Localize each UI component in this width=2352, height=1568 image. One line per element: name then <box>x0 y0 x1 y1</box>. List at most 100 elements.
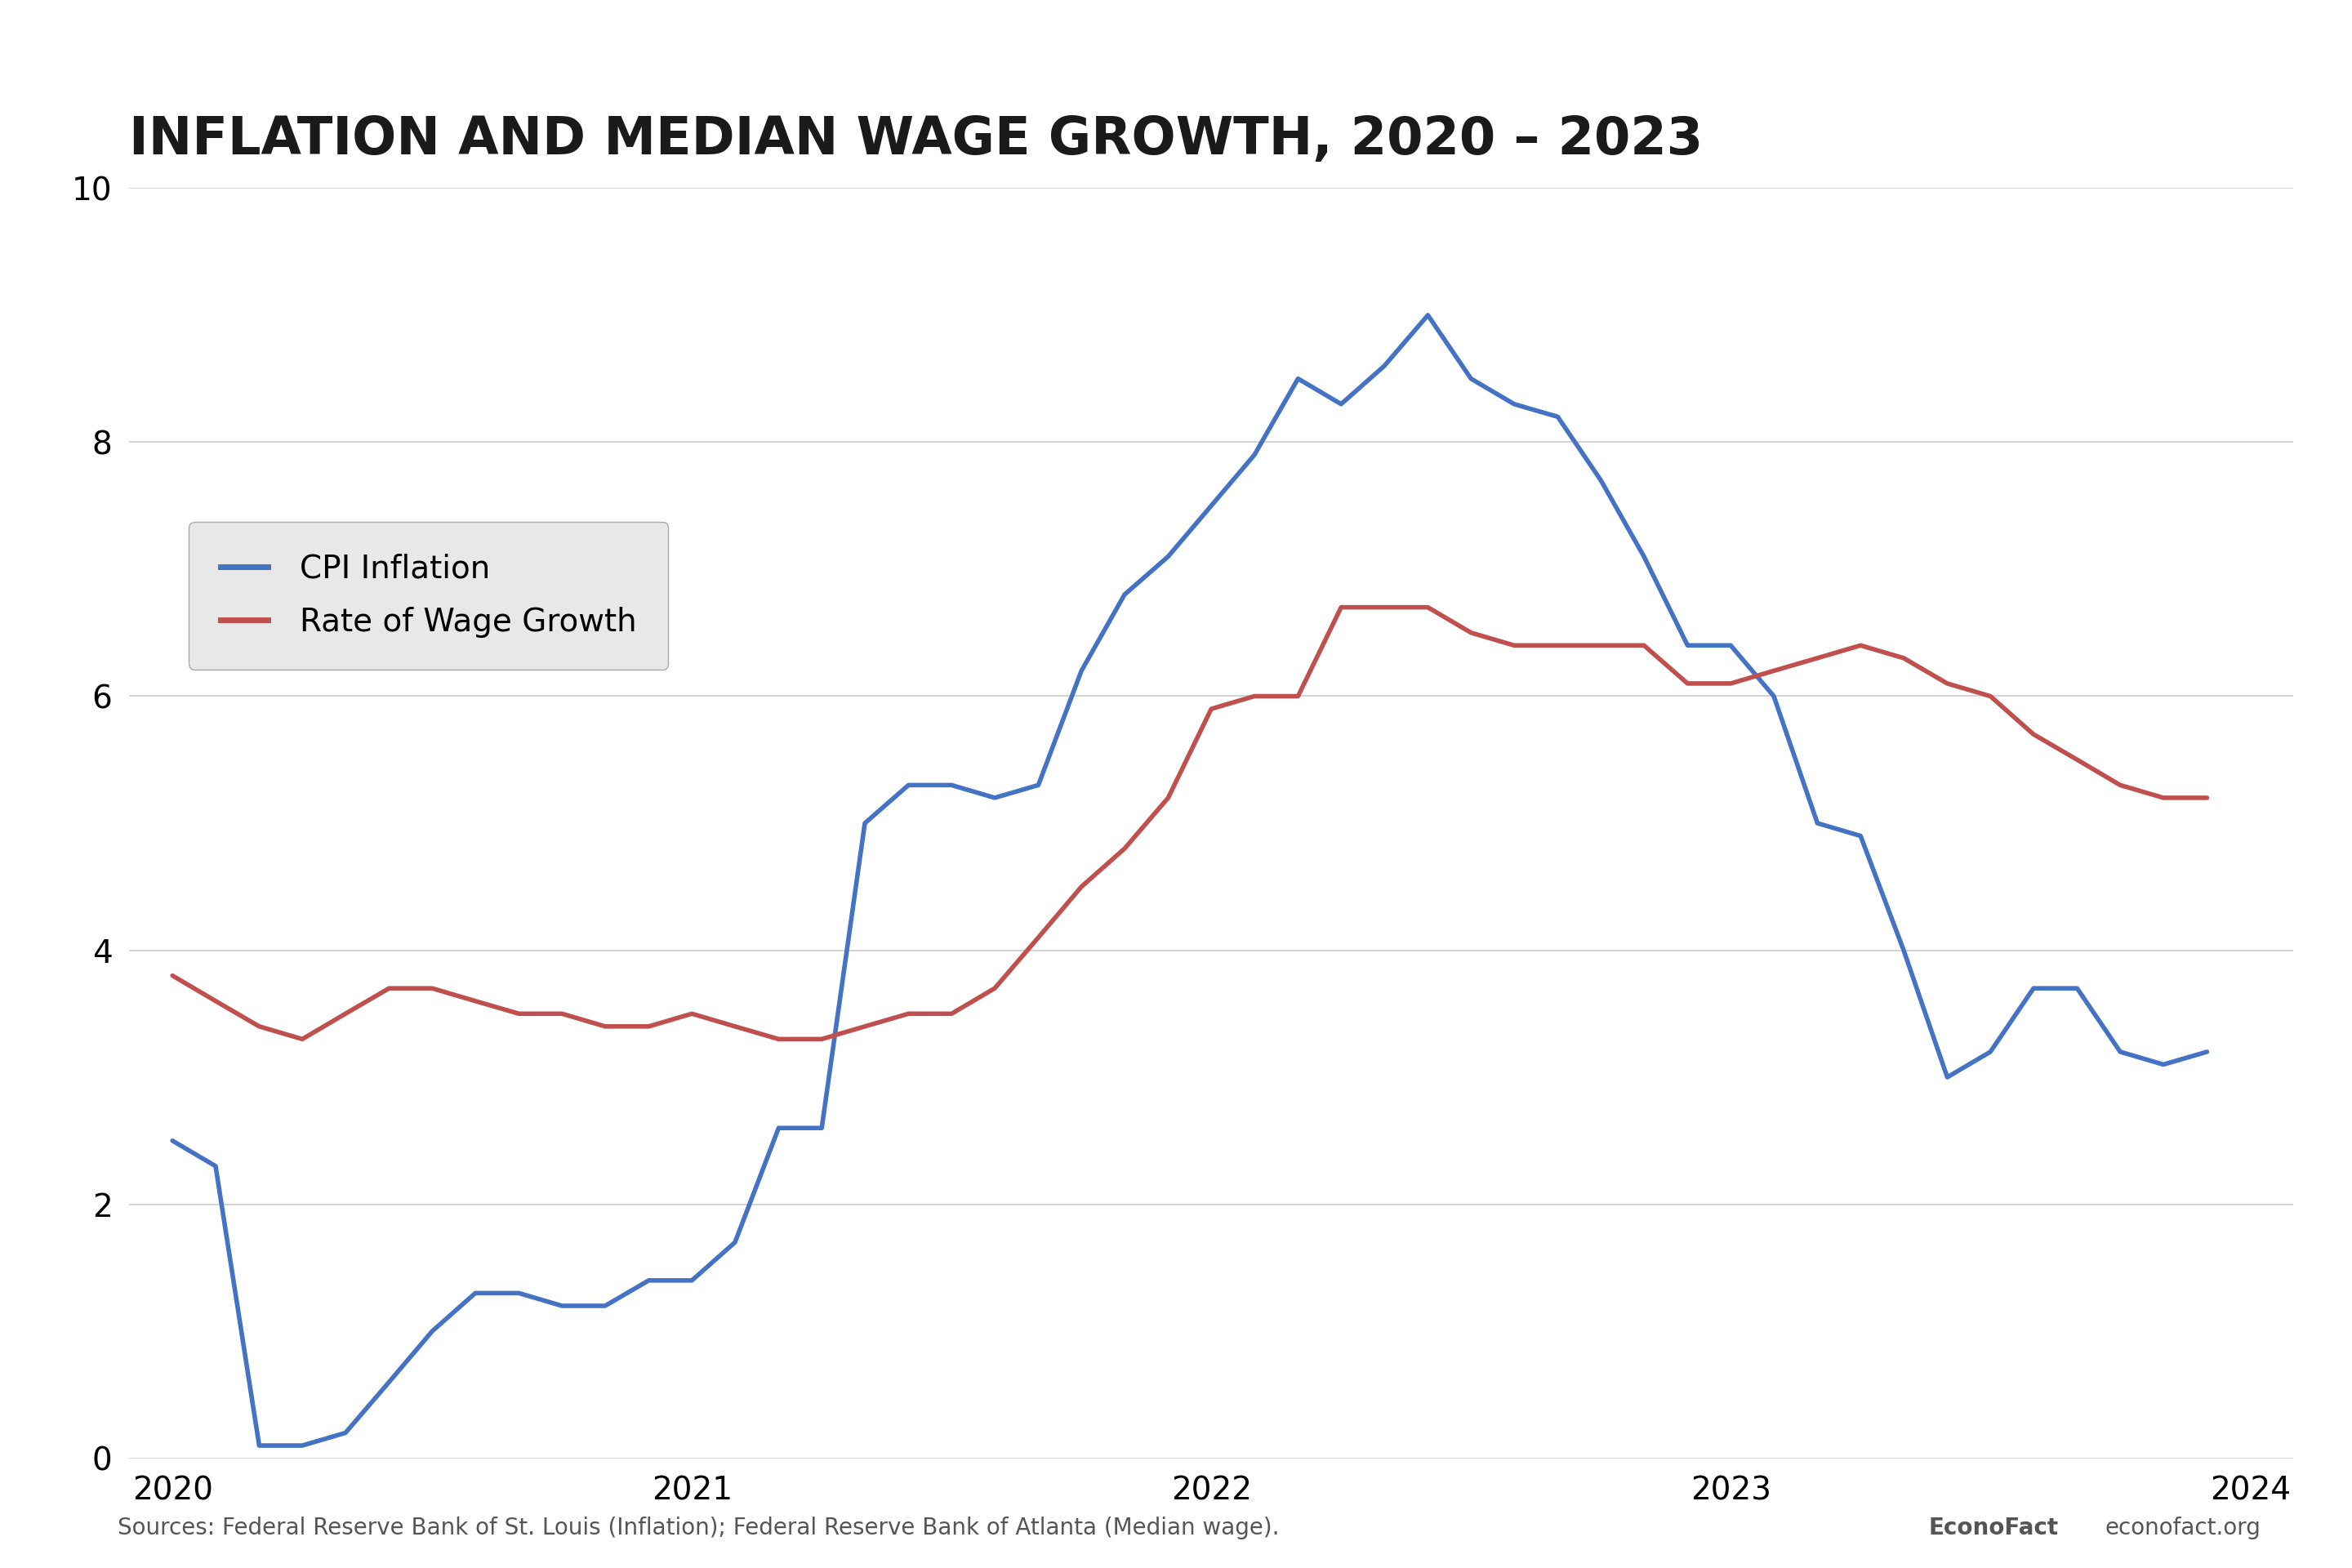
CPI Inflation <box>1630 547 1658 566</box>
Rate of Wage Growth <box>1023 928 1051 947</box>
CPI Inflation <box>1588 470 1616 489</box>
Rate of Wage Growth <box>1588 637 1616 655</box>
Rate of Wage Growth <box>158 966 186 985</box>
CPI Inflation <box>548 1297 576 1316</box>
CPI Inflation <box>981 789 1009 808</box>
Rate of Wage Growth <box>1759 662 1788 681</box>
CPI Inflation <box>894 776 922 795</box>
Rate of Wage Growth <box>1240 687 1268 706</box>
Rate of Wage Growth <box>1197 699 1225 718</box>
Rate of Wage Growth <box>245 1018 273 1036</box>
Rate of Wage Growth <box>2150 789 2178 808</box>
CPI Inflation <box>506 1284 534 1303</box>
CPI Inflation <box>677 1272 706 1290</box>
Rate of Wage Growth <box>1068 878 1096 897</box>
CPI Inflation <box>635 1272 663 1290</box>
CPI Inflation <box>1371 356 1399 375</box>
CPI Inflation <box>1155 547 1183 566</box>
Rate of Wage Growth <box>374 978 402 997</box>
Text: econofact.org: econofact.org <box>2105 1516 2260 1540</box>
Rate of Wage Growth <box>635 1018 663 1036</box>
CPI Inflation <box>2150 1055 2178 1074</box>
Text: INFLATION AND MEDIAN WAGE GROWTH, 2020 – 2023: INFLATION AND MEDIAN WAGE GROWTH, 2020 –… <box>129 114 1703 165</box>
CPI Inflation <box>2020 978 2049 997</box>
Rate of Wage Growth <box>548 1004 576 1022</box>
CPI Inflation <box>1933 1068 1962 1087</box>
Line: Rate of Wage Growth: Rate of Wage Growth <box>172 607 2206 1040</box>
CPI Inflation <box>1717 637 1745 655</box>
Rate of Wage Growth <box>1889 649 1917 668</box>
CPI Inflation <box>764 1118 793 1137</box>
CPI Inflation <box>1804 814 1832 833</box>
CPI Inflation <box>2192 1043 2220 1062</box>
CPI Inflation <box>419 1322 447 1341</box>
CPI Inflation <box>1197 495 1225 514</box>
Rate of Wage Growth <box>2192 789 2220 808</box>
CPI Inflation <box>202 1157 230 1176</box>
CPI Inflation <box>1759 687 1788 706</box>
Rate of Wage Growth <box>1976 687 2004 706</box>
CPI Inflation <box>1456 370 1484 389</box>
CPI Inflation <box>1414 306 1442 325</box>
Rate of Wage Growth <box>419 978 447 997</box>
CPI Inflation <box>2063 978 2091 997</box>
Rate of Wage Growth <box>2063 751 2091 770</box>
CPI Inflation <box>851 814 880 833</box>
CPI Inflation <box>1110 585 1138 604</box>
Rate of Wage Growth <box>289 1030 318 1049</box>
Rate of Wage Growth <box>332 1004 360 1022</box>
Rate of Wage Growth <box>1675 674 1703 693</box>
Rate of Wage Growth <box>1501 637 1529 655</box>
CPI Inflation <box>807 1118 835 1137</box>
CPI Inflation <box>289 1436 318 1455</box>
Text: EconoFact: EconoFact <box>1929 1516 2058 1540</box>
Rate of Wage Growth <box>1933 674 1962 693</box>
CPI Inflation <box>1068 662 1096 681</box>
CPI Inflation <box>1327 395 1355 414</box>
Rate of Wage Growth <box>1110 839 1138 858</box>
Rate of Wage Growth <box>1456 622 1484 643</box>
Rate of Wage Growth <box>461 991 489 1010</box>
Rate of Wage Growth <box>1414 597 1442 616</box>
Rate of Wage Growth <box>2105 776 2133 795</box>
CPI Inflation <box>1240 445 1268 464</box>
CPI Inflation <box>158 1132 186 1151</box>
CPI Inflation <box>1675 637 1703 655</box>
CPI Inflation <box>1284 370 1312 389</box>
Rate of Wage Growth <box>764 1030 793 1049</box>
Rate of Wage Growth <box>1804 649 1832 668</box>
Legend: CPI Inflation, Rate of Wage Growth: CPI Inflation, Rate of Wage Growth <box>188 522 668 670</box>
CPI Inflation <box>1976 1043 2004 1062</box>
Rate of Wage Growth <box>807 1030 835 1049</box>
Rate of Wage Growth <box>506 1004 534 1022</box>
CPI Inflation <box>1846 826 1875 845</box>
CPI Inflation <box>1501 395 1529 414</box>
CPI Inflation <box>245 1436 273 1455</box>
Rate of Wage Growth <box>202 991 230 1010</box>
Rate of Wage Growth <box>1717 674 1745 693</box>
Rate of Wage Growth <box>1846 637 1875 655</box>
Rate of Wage Growth <box>1284 687 1312 706</box>
Rate of Wage Growth <box>2020 724 2049 743</box>
CPI Inflation <box>374 1372 402 1391</box>
Rate of Wage Growth <box>720 1018 748 1036</box>
Rate of Wage Growth <box>677 1004 706 1022</box>
CPI Inflation <box>590 1297 619 1316</box>
Rate of Wage Growth <box>851 1018 880 1036</box>
Rate of Wage Growth <box>1543 637 1571 655</box>
Line: CPI Inflation: CPI Inflation <box>172 315 2206 1446</box>
CPI Inflation <box>1889 941 1917 960</box>
Text: Sources: Federal Reserve Bank of St. Louis (Inflation); Federal Reserve Bank of : Sources: Federal Reserve Bank of St. Lou… <box>118 1516 1279 1540</box>
CPI Inflation <box>1023 776 1051 795</box>
Rate of Wage Growth <box>1327 597 1355 616</box>
CPI Inflation <box>938 776 967 795</box>
Rate of Wage Growth <box>938 1004 967 1022</box>
CPI Inflation <box>461 1284 489 1303</box>
Rate of Wage Growth <box>1371 597 1399 616</box>
CPI Inflation <box>720 1232 748 1251</box>
Rate of Wage Growth <box>590 1018 619 1036</box>
CPI Inflation <box>1543 408 1571 426</box>
Rate of Wage Growth <box>1155 789 1183 808</box>
CPI Inflation <box>2105 1043 2133 1062</box>
Rate of Wage Growth <box>1630 637 1658 655</box>
